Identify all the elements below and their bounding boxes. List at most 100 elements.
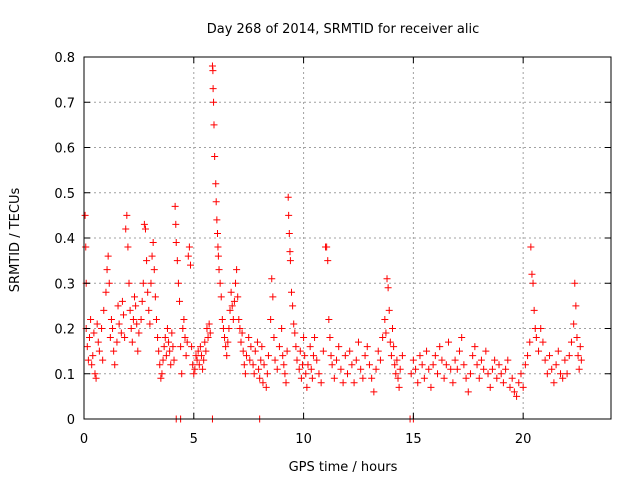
data-point: [365, 361, 373, 369]
data-point: [166, 347, 174, 355]
data-point: [469, 352, 477, 360]
data-point: [327, 352, 335, 360]
y-tick-label: 0.2: [54, 323, 75, 338]
data-point: [497, 370, 505, 378]
data-point: [270, 334, 278, 342]
data-point: [194, 347, 202, 355]
data-point: [510, 388, 518, 396]
y-tick-label: 0.3: [54, 277, 75, 292]
data-point: [204, 334, 212, 342]
data-point: [120, 311, 128, 319]
data-point: [129, 315, 137, 323]
data-point: [466, 370, 474, 378]
data-point: [550, 379, 558, 387]
data-point: [81, 211, 89, 219]
data-point: [471, 343, 479, 351]
data-point: [172, 239, 180, 247]
data-point: [543, 370, 551, 378]
data-point: [303, 383, 311, 391]
y-tick-label: 0.7: [54, 96, 75, 111]
data-point: [339, 379, 347, 387]
data-point: [133, 320, 141, 328]
data-point: [348, 361, 356, 369]
data-point: [106, 334, 114, 342]
data-point: [482, 347, 490, 355]
data-point: [100, 306, 108, 314]
data-point: [300, 334, 308, 342]
data-point: [159, 356, 167, 364]
data-point: [203, 325, 211, 332]
data-point: [89, 352, 97, 360]
data-point: [392, 370, 400, 378]
data-point: [147, 279, 155, 287]
data-point: [290, 320, 298, 328]
data-point: [491, 356, 499, 364]
data-point: [427, 383, 435, 391]
data-point: [212, 180, 220, 188]
data-point: [157, 374, 165, 382]
data-point: [386, 338, 394, 346]
y-tick-label: 0.1: [54, 368, 75, 383]
data-point: [297, 374, 305, 382]
data-point: [230, 297, 238, 305]
data-point: [216, 279, 224, 287]
data-point: [445, 338, 453, 346]
data-point: [122, 225, 130, 233]
data-point: [304, 361, 312, 369]
y-tick-label: 0.6: [54, 142, 75, 157]
data-point: [249, 361, 257, 369]
data-point: [307, 365, 315, 373]
data-point: [93, 320, 101, 328]
data-point: [282, 379, 290, 387]
data-point: [563, 370, 571, 378]
data-point: [301, 352, 309, 360]
data-point: [126, 306, 134, 314]
data-point: [296, 347, 304, 355]
data-point: [210, 98, 218, 106]
data-point: [280, 361, 288, 369]
data-point: [361, 352, 369, 360]
data-point: [263, 370, 271, 378]
data-point: [234, 293, 242, 301]
data-point: [238, 329, 246, 337]
data-point: [151, 293, 159, 301]
data-point: [88, 361, 96, 369]
data-point: [148, 252, 156, 260]
data-point: [341, 352, 349, 360]
data-point: [495, 361, 503, 369]
data-point: [565, 352, 573, 360]
data-point: [313, 356, 321, 364]
data-point: [177, 343, 185, 351]
data-point: [245, 334, 253, 342]
data-point: [240, 361, 248, 369]
data-point: [389, 325, 397, 332]
data-point: [172, 220, 180, 228]
data-point: [436, 343, 444, 351]
data-point: [247, 343, 255, 351]
data-point: [268, 275, 276, 283]
data-point: [221, 334, 229, 342]
data-point: [548, 365, 556, 373]
data-point: [224, 338, 232, 346]
data-point: [396, 365, 404, 373]
data-point: [205, 320, 213, 328]
data-point: [429, 361, 437, 369]
data-point: [319, 347, 327, 355]
data-point: [256, 374, 264, 382]
data-point: [395, 383, 403, 391]
data-point: [527, 243, 535, 251]
data-point: [209, 85, 217, 93]
data-point: [259, 379, 267, 387]
data-point: [118, 297, 126, 305]
data-point: [183, 338, 191, 346]
data-point: [431, 352, 439, 360]
data-point: [425, 365, 433, 373]
data-point: [289, 302, 297, 310]
data-point: [574, 352, 582, 360]
data-point: [279, 352, 287, 360]
data-point: [273, 365, 281, 373]
data-point: [191, 365, 199, 373]
data-point: [163, 325, 171, 332]
data-point: [186, 261, 194, 269]
data-point: [82, 243, 90, 251]
